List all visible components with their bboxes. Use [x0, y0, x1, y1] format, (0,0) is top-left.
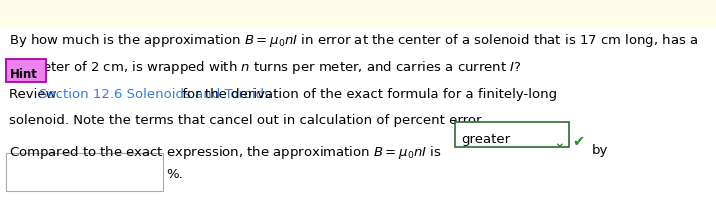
Text: solenoid. Note the terms that cancel out in calculation of percent error.: solenoid. Note the terms that cancel out… [9, 114, 484, 127]
FancyBboxPatch shape [6, 59, 46, 82]
Text: Section 12.6 Solenoids and Toroids: Section 12.6 Solenoids and Toroids [39, 88, 271, 101]
Bar [0, 0, 716, 28]
Text: greater: greater [461, 133, 511, 146]
Text: ✔: ✔ [572, 134, 584, 149]
Text: Review: Review [9, 88, 60, 101]
Text: Hint: Hint [10, 68, 38, 81]
FancyBboxPatch shape [6, 153, 163, 191]
Text: ⌄: ⌄ [553, 136, 565, 150]
Text: diameter of 2 cm, is wrapped with $n$ turns per meter, and carries a current $I$: diameter of 2 cm, is wrapped with $n$ tu… [9, 59, 521, 75]
Text: by: by [592, 144, 609, 157]
Text: %.: %. [166, 168, 183, 181]
Text: for the derivation of the exact formula for a finitely-long: for the derivation of the exact formula … [178, 88, 557, 101]
FancyBboxPatch shape [455, 122, 569, 147]
Text: Compared to the exact expression, the approximation $B = \mu_0 nI$ is: Compared to the exact expression, the ap… [9, 144, 442, 161]
Text: By how much is the approximation $B = \mu_0 nI$ in error at the center of a sole: By how much is the approximation $B = \m… [9, 32, 697, 49]
